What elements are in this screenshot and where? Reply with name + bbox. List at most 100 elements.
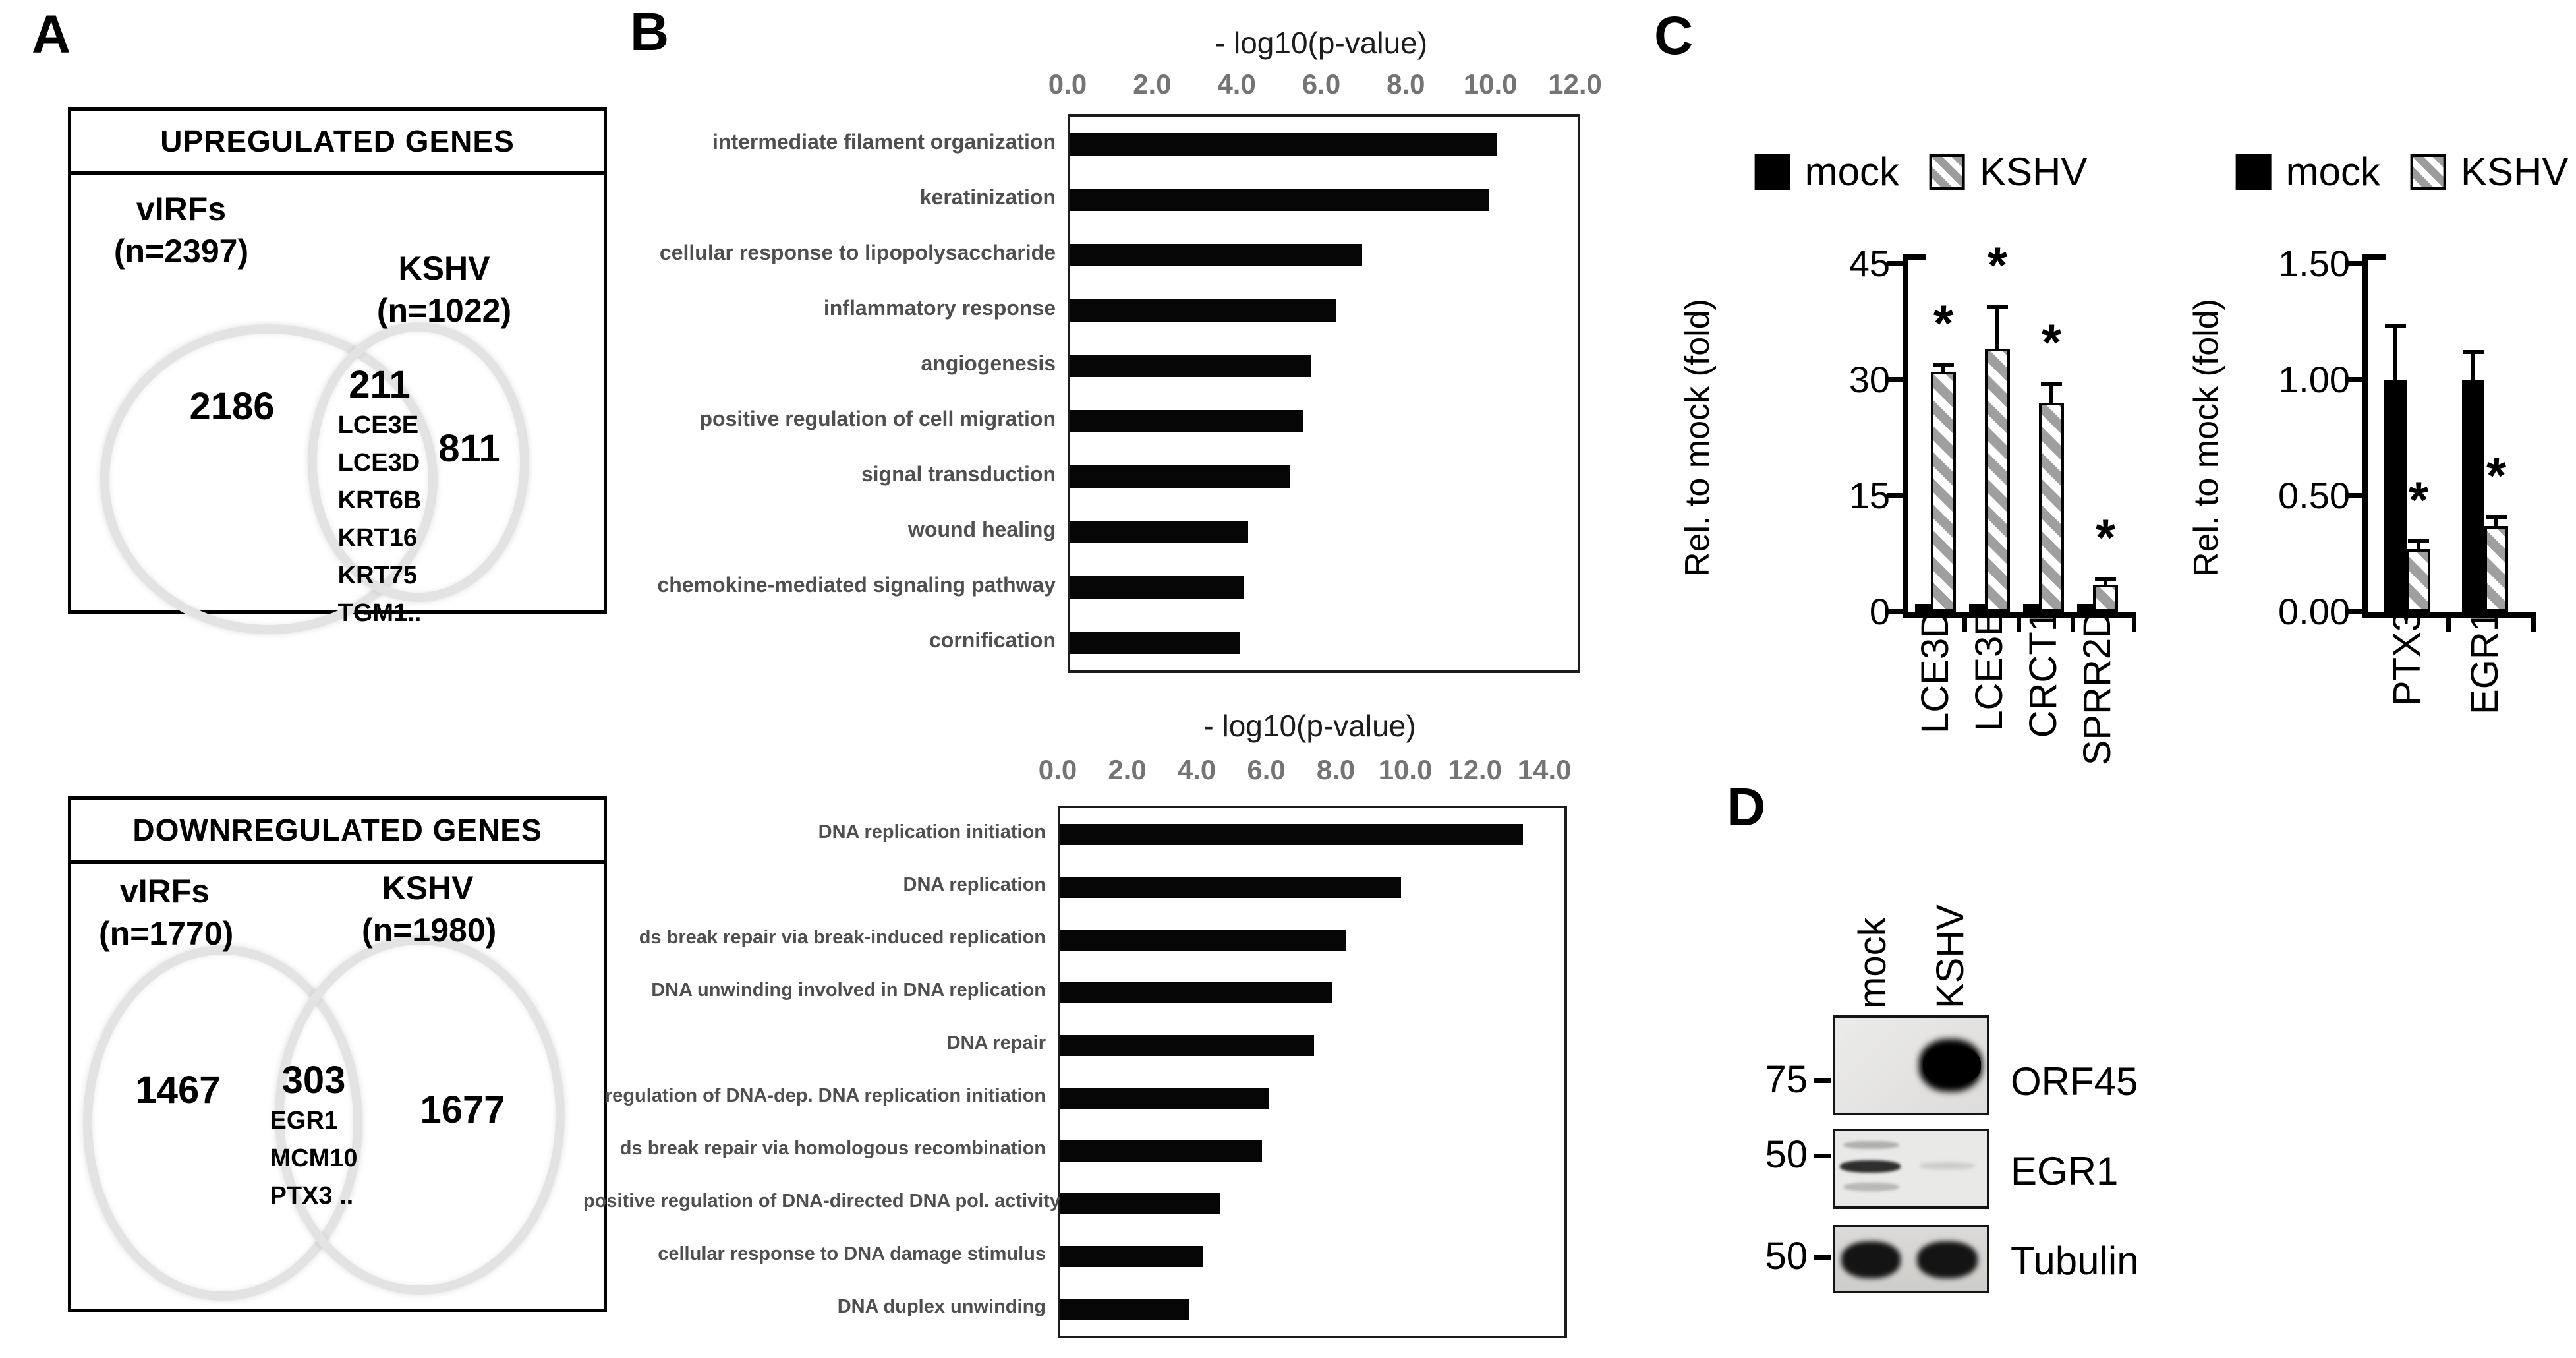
kshv-bar [1985,349,2010,612]
plot-area [1058,806,1567,1338]
error-bar-stem [2494,516,2498,526]
bar [1070,465,1290,488]
blot-strip-egr1 [1833,1129,1989,1209]
bar [1070,632,1240,654]
kshv-bar [1931,372,1956,612]
overlap-gene: LCE3E [337,411,419,439]
category-label: cellular response to lipopolysaccharide [659,241,1056,264]
error-bar-stem [2104,578,2107,585]
bar [1060,982,1332,1003]
venn-down-overlap-genes: EGR1 MCM10 PTX3 .. [270,1102,357,1215]
venn-downregulated-area: vIRFs (n=1770) KSHV (n=1980) 1467 303 EG… [71,864,604,1309]
lane-label-mock: mock [1851,917,1894,1009]
y-tick-label: 45 [1848,243,1890,284]
bar [1070,299,1337,322]
venn-up-left-count: 2186 [189,385,275,428]
venn-up-overlap-count: 211 [349,363,411,406]
x-tick-label: 14.0 [1517,754,1572,785]
overlap-gene: MCM10 [270,1144,358,1172]
band-egr1-mock-upper [1843,1140,1899,1150]
venn-downregulated-title: DOWNREGULATED GENES [71,800,604,864]
category-label: keratinization [919,185,1056,209]
x-tick-label: 0.0 [1048,69,1087,100]
legend: mock KSHV [2235,149,2576,194]
panel-b-letter: B [630,2,670,62]
kshv-bar [2484,525,2508,612]
band-tubulin-kshv [1917,1241,1978,1278]
venn-upregulated-box: UPREGULATED GENES vIRFs (n=2397) KSHV (n… [68,107,607,634]
error-bar-cap [2095,576,2116,581]
x-axis-tick [2531,612,2536,632]
category-label: DNA replication initiation [818,821,1046,842]
mw-tick [1814,1154,1831,1158]
y-tick-mark [1887,493,1903,498]
kshv-bar [2407,548,2430,612]
x-tick-label: 12.0 [1548,69,1602,100]
error-bar-stem [2393,326,2397,380]
bar [1070,521,1248,543]
venn-down-overlap: 303 EGR1 MCM10 PTX3 .. [248,1058,380,1215]
y-axis-cap [2368,254,2386,260]
mock-bar [1969,604,1985,612]
x-axis-tick [2446,612,2451,632]
error-bar-cap [1987,304,2008,309]
error-bar-cap [2041,381,2062,386]
y-tick-mark [2347,493,2362,498]
x-tick-label: 2.0 [1133,69,1172,100]
overlap-gene: KRT6B [337,487,422,514]
set-n: (n=1980) [362,912,497,949]
y-tick-mark [1887,609,1903,614]
category-label: DNA replication [903,874,1046,895]
bar [1070,355,1311,377]
bar [1060,1088,1269,1109]
category-label: SPRR2D [2076,610,2119,766]
y-axis-line [1903,254,1908,618]
error-bar-cap [2486,514,2507,519]
mw-label-50: 50 [1765,1133,1808,1176]
venn-upregulated-area: vIRFs (n=2397) KSHV (n=1022) 2186 211 LC… [71,175,604,634]
venn-downregulated-box: DOWNREGULATED GENES vIRFs (n=1770) KSHV … [68,796,607,1312]
y-tick-mark [2347,377,2362,382]
venn-up-overlap: 211 LCE3E LCE3D KRT6B KRT16 KRT75 TGM1.. [314,363,445,632]
bar [1060,1246,1203,1267]
category-label: cornification [929,628,1056,652]
category-label: angiogenesis [921,351,1056,375]
category-label: PTX3 [2386,610,2428,707]
error-bar-cap [2408,539,2429,543]
axis-title: - log10(p-value) [1215,26,1428,60]
overlap-gene: KRT16 [337,524,418,552]
bar [1060,1193,1220,1214]
y-tick-label: 1.00 [2278,359,2350,400]
kshv-bar [2093,584,2118,612]
x-tick-label: 12.0 [1448,754,1502,785]
overlap-gene: KRT75 [337,562,418,589]
category-label: ds break repair via break-induced replic… [639,927,1046,948]
x-tick-label: 8.0 [1316,754,1356,785]
legend-swatch-kshv [2410,154,2446,190]
x-tick-label: 8.0 [1387,69,1425,100]
mock-bar [2077,604,2093,612]
overlap-gene: PTX3 .. [270,1182,354,1210]
venn-down-kshv-label: KSHV (n=1980) [362,867,497,951]
x-axis-tick [2071,612,2075,632]
legend-label: mock [2285,150,2380,194]
category-label: positive regulation of cell migration [699,407,1056,430]
overlap-gene: TGM1.. [337,599,422,627]
bar [1070,189,1489,211]
legend-swatch-mock [2235,154,2272,190]
set-n: (n=1770) [99,915,234,952]
significance-asterisk: * [1933,293,1954,352]
category-label: inflammatory response [823,296,1056,320]
error-bar-stem [2417,541,2420,549]
protein-label-orf45: ORF45 [2011,1059,2138,1104]
venn-up-kshv-label: KSHV (n=1022) [345,247,543,332]
category-label: EGR1 [2463,610,2506,715]
y-tick-label: 1.50 [2278,243,2350,284]
category-label: DNA unwinding involved in DNA replicatio… [651,980,1046,1001]
bar [1070,244,1362,266]
mock-bar [2462,380,2484,612]
x-tick-label: 10.0 [1463,69,1518,100]
band-orf45-kshv-core [1923,1046,1981,1084]
bar [1060,930,1346,951]
mock-bar [2384,380,2407,612]
